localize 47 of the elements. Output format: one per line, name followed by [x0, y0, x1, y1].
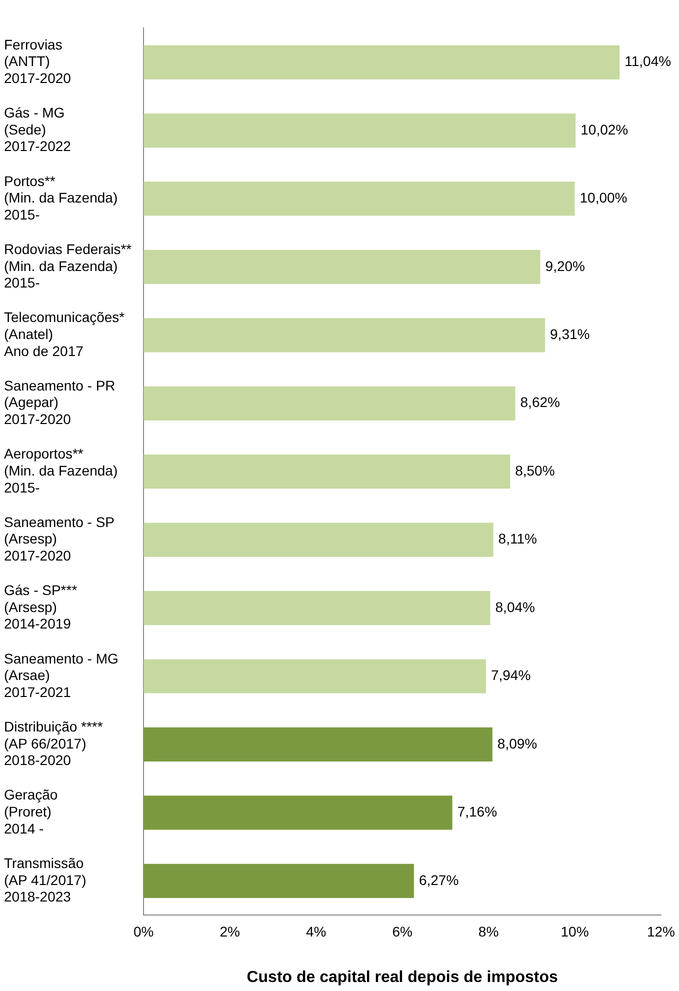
y-tick-label: Saneamento - MG (Arsae) 2017-2021 [4, 650, 118, 700]
bar [144, 864, 414, 898]
x-tick-label: 8% [478, 923, 499, 940]
bar [144, 386, 516, 420]
y-tick-label: Portos** (Min. da Fazenda) 2015- [4, 172, 118, 222]
data-label: 8,50% [515, 462, 555, 478]
data-label: 7,94% [490, 667, 531, 684]
data-label: 11,04% [624, 53, 672, 70]
data-label: 9,20% [545, 258, 585, 274]
x-tick-label: 6% [392, 923, 412, 940]
y-tick-label: Saneamento - SP (Arsesp) 2017-2020 [4, 514, 115, 564]
y-tick-label: Gás - MG (Sede) 2017-2022 [4, 104, 72, 154]
bar [144, 318, 546, 352]
bar [144, 522, 494, 557]
x-axis-title: Custo de capital real depois de impostos [246, 968, 558, 986]
data-label: 10,00% [580, 190, 628, 206]
bar [144, 590, 490, 626]
data-label: 8,09% [497, 735, 538, 752]
bar [144, 113, 576, 148]
y-tick-label: Aeroportos** (Min. da Fazenda) 2015- [4, 446, 118, 496]
bar [144, 727, 492, 762]
y-tick-label: Telecomunicações* (Anatel) Ano de 2017 [4, 309, 126, 359]
bar [144, 250, 540, 284]
data-label: 7,16% [457, 804, 498, 820]
data-label: 8,04% [495, 598, 535, 615]
bar [144, 454, 510, 489]
data-label: 9,31% [550, 326, 590, 342]
y-tick-label: Gás - SP*** (Arsesp) 2014-2019 [4, 582, 78, 632]
bar [144, 796, 452, 830]
data-label: 10,02% [580, 121, 628, 138]
y-tick-label: Geração (Proret) 2014 - [4, 786, 58, 836]
y-tick-label: Ferrovias (ANTT) 2017-2020 [4, 36, 72, 86]
x-tick-label: 0% [134, 923, 154, 940]
x-tick-label: 2% [220, 923, 240, 940]
bar [144, 659, 486, 694]
x-tick-label: 12% [646, 923, 676, 940]
y-tick-label: Distribuição **** (AP 66/2017) 2018-2020 [4, 718, 104, 768]
bar [144, 45, 620, 80]
data-label: 8,11% [498, 530, 537, 547]
x-tick-label: 4% [306, 923, 326, 940]
data-label: 6,27% [418, 872, 459, 888]
x-tick-label: 10% [560, 923, 589, 940]
y-tick-label: Transmissão (AP 41/2017) 2018-2023 [4, 854, 86, 905]
y-tick-label: Rodovias Federais** (Min. da Fazenda) 2015- [4, 241, 132, 291]
bar [144, 182, 575, 216]
data-label: 8,62% [520, 394, 560, 410]
y-tick-label: Saneamento - PR (Agepar) 2017-2020 [4, 377, 116, 428]
